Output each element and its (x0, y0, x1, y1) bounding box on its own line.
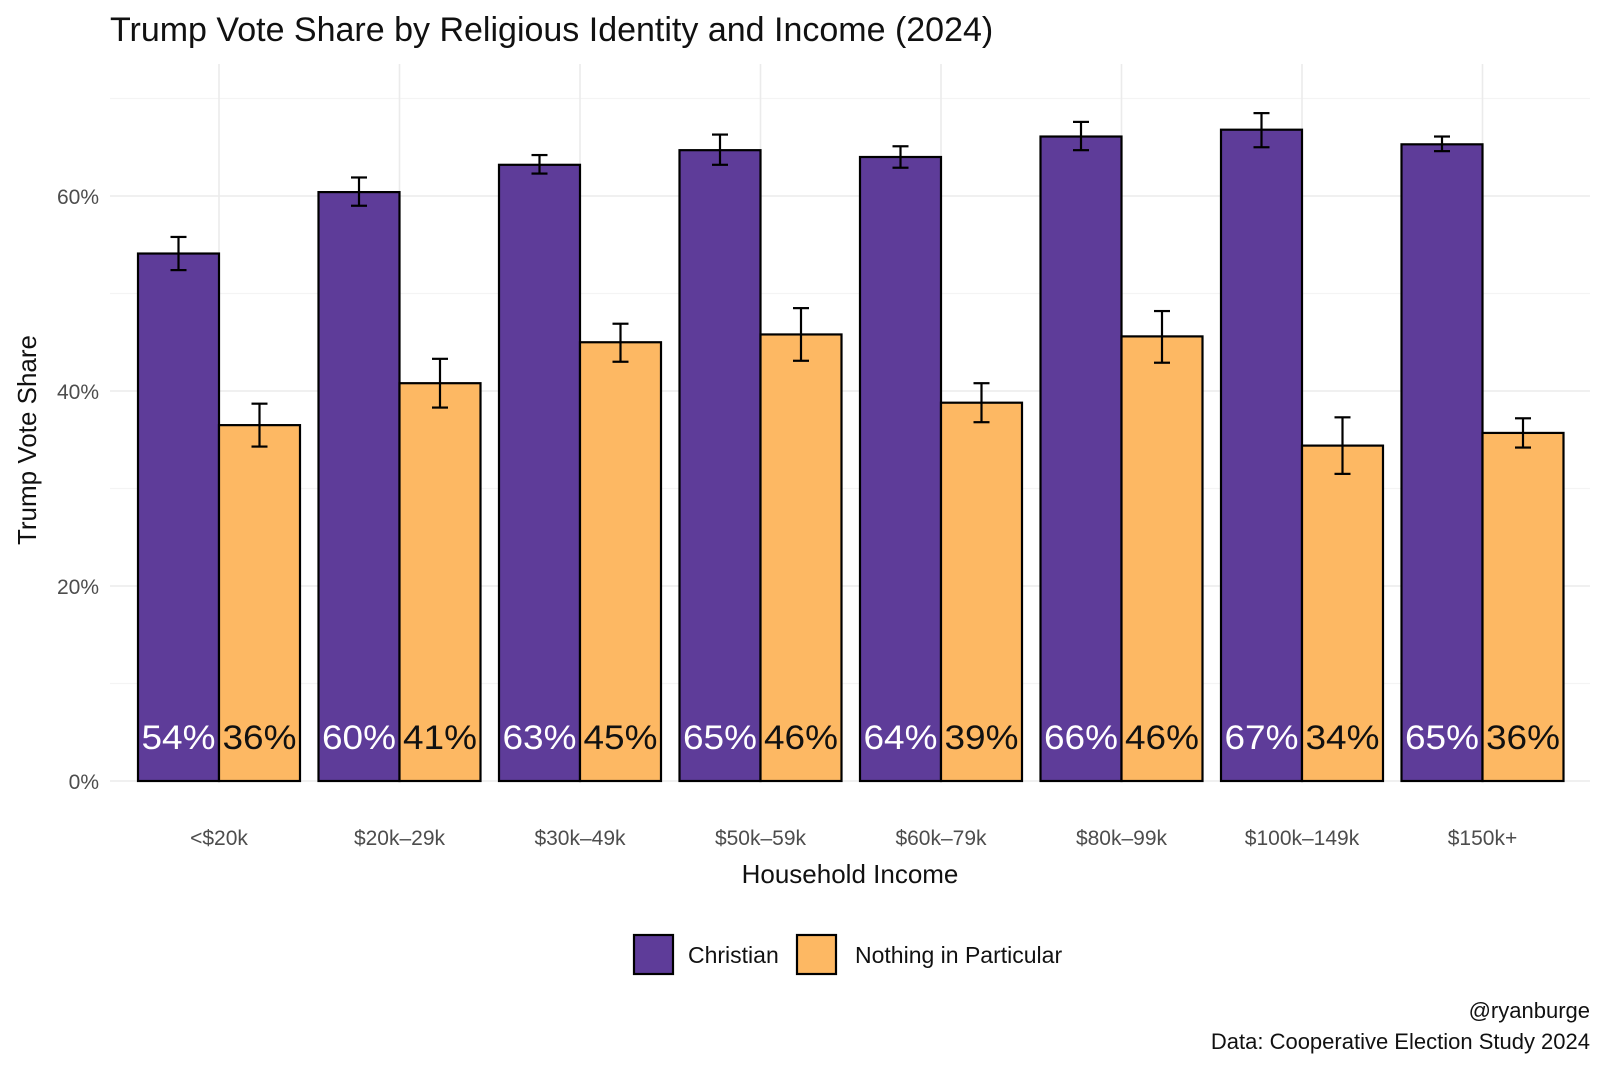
legend-key-nothing-in-particular (795, 933, 838, 976)
bar-nothing-in-particular (1120, 335, 1204, 783)
y-axis-ticks: 0% 20% 40% 60% (57, 186, 99, 794)
x-axis-ticks: <$20k $20k–29k $30k–49k $50k–59k $60k–79k $80… (190, 827, 1517, 850)
bar-nothing-in-particular (939, 401, 1024, 783)
bar-value-label: 34% (1306, 719, 1380, 757)
bar-christian (317, 191, 401, 783)
caption-source: Data: Cooperative Election Study 2024 (1211, 1029, 1590, 1054)
x-tick-label: $60k–79k (895, 827, 987, 850)
bars (136, 128, 1565, 783)
legend: Christian Nothing in Particular (632, 933, 1062, 976)
caption-handle: @ryanburge (1469, 998, 1590, 1023)
x-tick-label: $80k–99k (1076, 827, 1168, 850)
bar-nothing-in-particular (578, 341, 663, 783)
bar-value-label: 45% (584, 719, 658, 757)
x-tick-label: $30k–49k (534, 827, 626, 850)
bar-christian (1219, 128, 1304, 783)
bar-value-label: 66% (1044, 719, 1118, 757)
bar-nothing-in-particular (1300, 444, 1385, 783)
bar-value-label: 46% (1125, 719, 1199, 757)
bar-value-label: 65% (1405, 719, 1479, 757)
chart-title: Trump Vote Share by Religious Identity a… (110, 11, 993, 49)
bar-nothing-in-particular (759, 333, 843, 783)
bar-value-label: 60% (322, 719, 396, 757)
y-tick-label: 40% (57, 381, 99, 404)
bar-value-label: 41% (403, 719, 477, 757)
x-axis-title: Household Income (742, 859, 959, 889)
bar-value-label: 36% (223, 719, 297, 757)
bar-value-label: 36% (1486, 719, 1560, 757)
legend-label: Nothing in Particular (855, 942, 1062, 968)
y-tick-label: 60% (57, 186, 99, 209)
bar-nothing-in-particular (398, 382, 482, 783)
legend-key-christian (632, 933, 675, 976)
bar-value-label: 63% (503, 719, 577, 757)
bar-value-label: 64% (864, 719, 938, 757)
x-tick-label: $100k–149k (1245, 827, 1360, 850)
bar-value-label: 46% (764, 719, 838, 757)
bar-nothing-in-particular (217, 424, 302, 783)
y-tick-label: 20% (57, 576, 99, 599)
bar-nothing-in-particular (1481, 431, 1565, 783)
bar-value-label: 67% (1225, 719, 1299, 757)
bar-christian (858, 155, 943, 783)
x-tick-label: $50k–59k (715, 827, 807, 850)
y-axis-title: Trump Vote Share (12, 335, 42, 545)
error-bars (170, 112, 1531, 475)
bar-value-label: 39% (945, 719, 1019, 757)
y-tick-label: 0% (69, 771, 99, 794)
legend-label: Christian (688, 942, 779, 968)
x-tick-label: $150k+ (1448, 827, 1517, 850)
x-tick-label: $20k–29k (354, 827, 446, 850)
bar-value-label: 54% (142, 719, 216, 757)
bar-christian (1039, 135, 1123, 783)
bar-value-label: 65% (683, 719, 757, 757)
bar-christian (136, 252, 221, 783)
bar-christian (678, 149, 762, 783)
bar-labels: 54% 60% 63% 65% 64% 66% 67% 65%36% 41% 45% 46% 39% 4… (142, 719, 1561, 757)
x-tick-label: <$20k (190, 827, 248, 850)
bar-christian (1400, 143, 1484, 783)
bar-christian (497, 163, 582, 783)
